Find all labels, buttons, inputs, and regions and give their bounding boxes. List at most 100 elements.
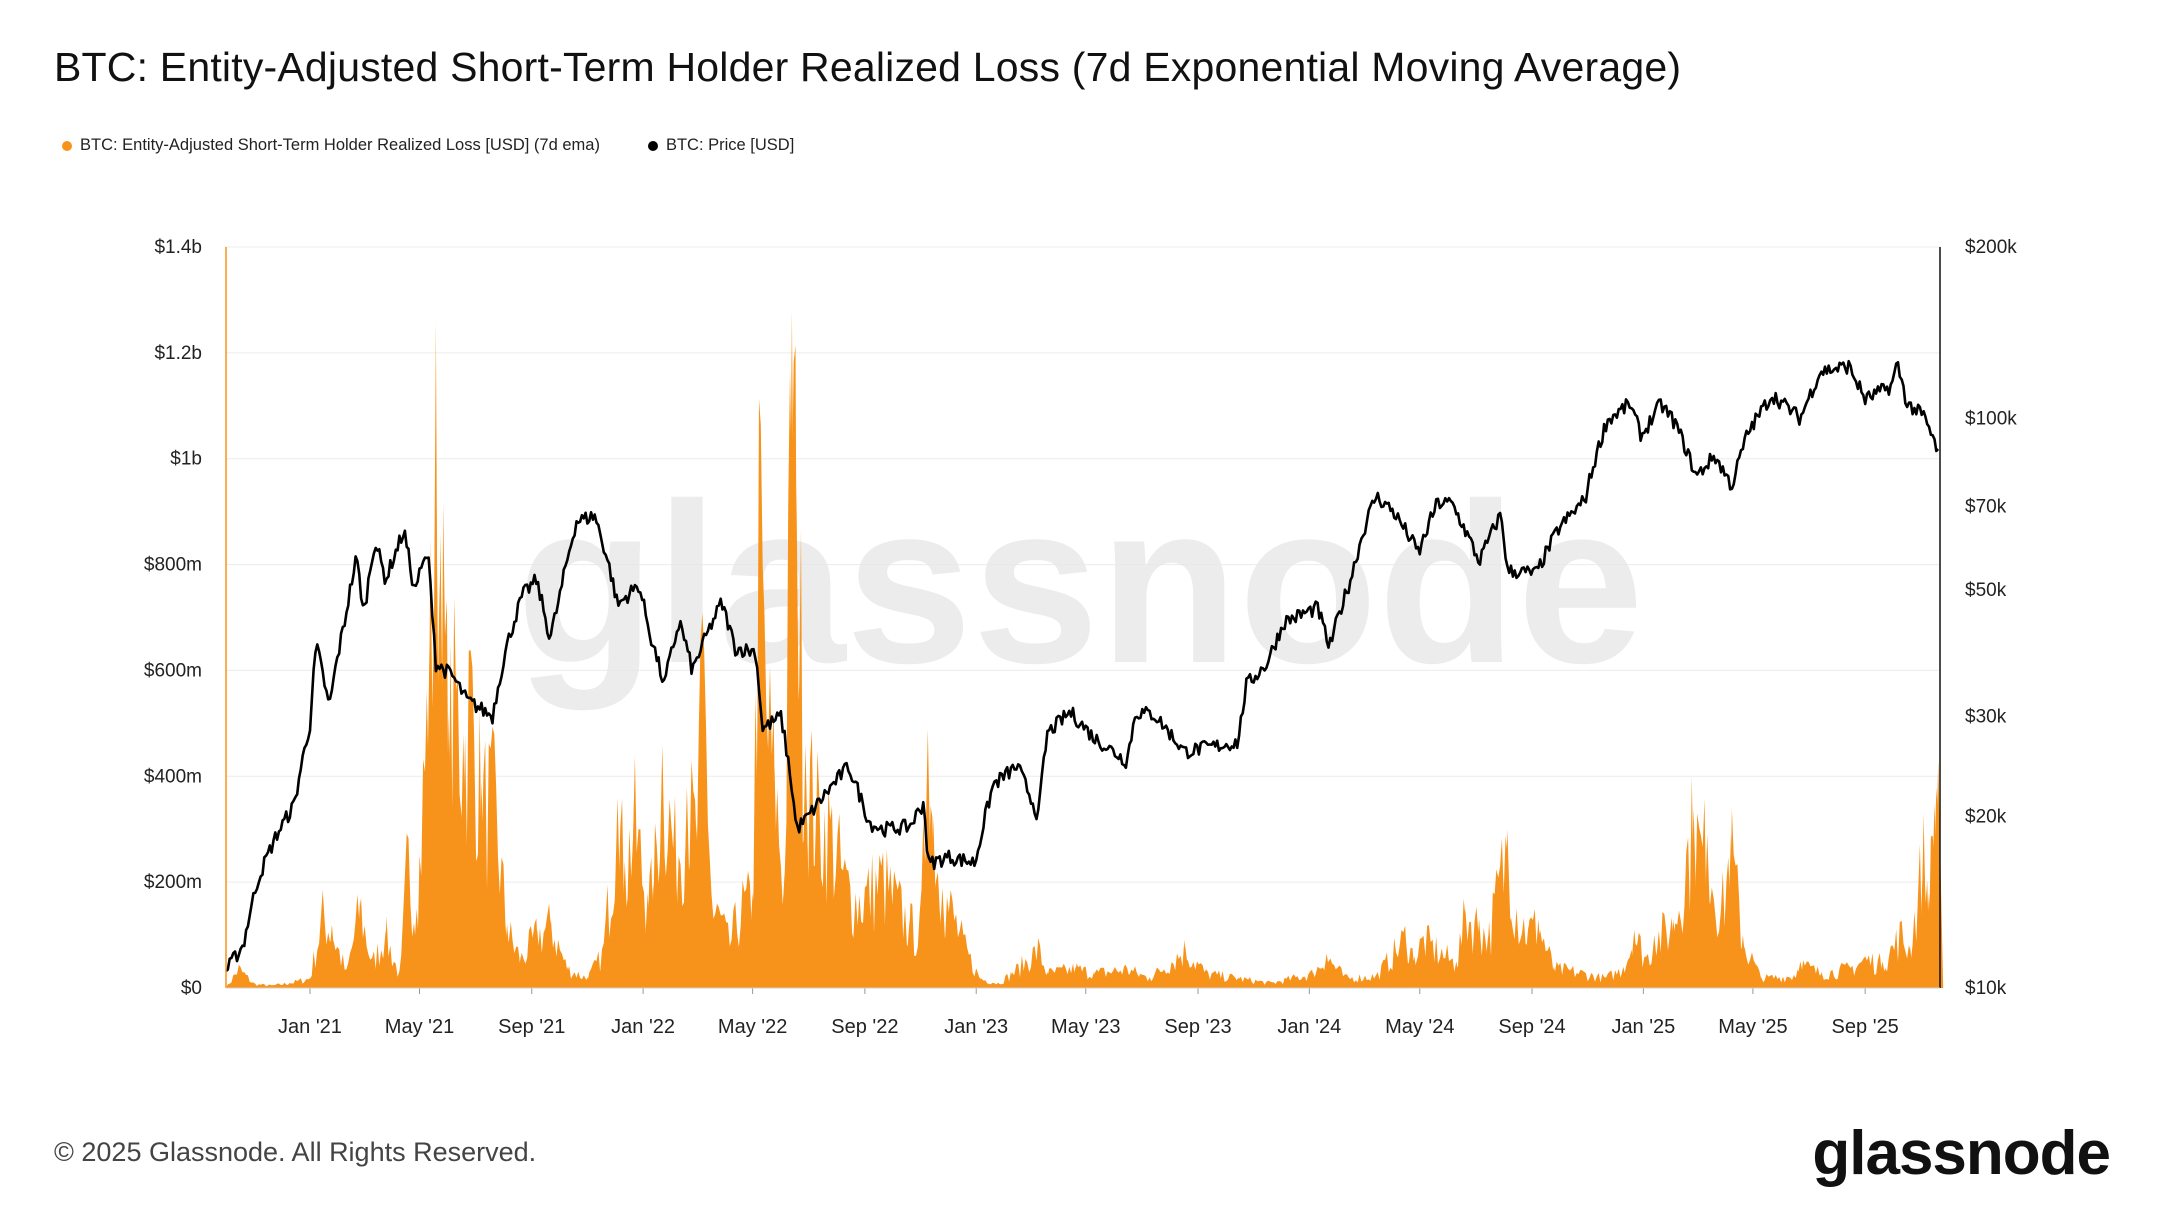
realized-loss-peak — [1716, 903, 1727, 988]
realized-loss-peak — [629, 802, 639, 988]
x-tick-label: Sep '21 — [498, 1016, 565, 1038]
y-right-tick-label: $70k — [1965, 497, 2007, 518]
chart-title: BTC: Entity-Adjusted Short-Term Holder R… — [54, 44, 1682, 90]
y-right-tick-label: $100k — [1965, 408, 2017, 429]
realized-loss-peak — [1688, 808, 1699, 988]
y-right-tick-label: $30k — [1965, 706, 2007, 727]
realized-loss-peak — [451, 670, 461, 988]
realized-loss-peak — [266, 985, 277, 988]
realized-loss-peak — [974, 977, 985, 988]
realized-loss-peak — [443, 712, 454, 988]
y-right-tick-label: $10k — [1965, 978, 2007, 999]
realized-loss-peak — [1400, 932, 1411, 988]
tick-labels: $0 $200m $400m $600m $800m $1b $1.2b $1.4b $10k $… — [144, 237, 2017, 1038]
realized-loss-peak — [863, 882, 874, 988]
realized-loss-peak — [1695, 839, 1706, 988]
realized-loss-peak — [1371, 974, 1382, 988]
realized-loss-peak — [657, 744, 668, 988]
x-tick-label: May '24 — [1385, 1016, 1454, 1038]
legend-label-price: BTC: Price [USD] — [665, 136, 795, 154]
realized-loss-peak — [960, 945, 971, 988]
realized-loss-peak — [1642, 956, 1652, 988]
realized-loss-peak — [1548, 966, 1559, 988]
realized-loss-peak — [619, 861, 630, 988]
legend-item-price[interactable]: BTC: Price [USD] — [647, 136, 795, 155]
realized-loss-peak — [458, 733, 469, 988]
realized-loss-peak — [1844, 966, 1855, 988]
x-tick-label: Jan '22 — [611, 1016, 675, 1038]
realized-loss-peak — [1726, 834, 1736, 988]
realized-loss-peak — [1523, 924, 1534, 988]
realized-loss-peak — [811, 797, 822, 988]
realized-loss-peak — [317, 908, 328, 988]
y-left-tick-label: $1.4b — [154, 237, 202, 258]
realized-loss-peak — [737, 898, 748, 988]
realized-loss-peak — [465, 665, 476, 988]
realized-loss-peak — [1033, 945, 1044, 988]
realized-loss-peak — [877, 866, 888, 988]
realized-loss-peak — [1904, 945, 1915, 988]
realized-loss-peak — [1340, 977, 1351, 988]
y-left-tick-label: $200m — [144, 872, 202, 893]
x-tick-label: May '25 — [1718, 1016, 1787, 1038]
y-right-tick-label: $50k — [1965, 580, 2007, 601]
realized-loss-peak — [707, 908, 718, 988]
realized-loss-peak — [1737, 935, 1748, 988]
legend-label-realized-loss: BTC: Entity-Adjusted Short-Term Holder R… — [80, 136, 600, 154]
realized-loss-peak — [1266, 982, 1276, 988]
realized-loss-peak — [723, 940, 734, 988]
realized-loss-peak — [800, 744, 811, 988]
x-tick-label: Sep '24 — [1498, 1016, 1565, 1038]
legend-dot-black — [647, 140, 658, 151]
realized-loss-peak — [1877, 961, 1888, 988]
realized-loss-peak — [648, 882, 659, 988]
realized-loss-peak — [1180, 945, 1191, 988]
realized-loss-peak — [1567, 969, 1578, 988]
realized-loss-peak — [1860, 956, 1871, 988]
realized-loss-peak — [1895, 929, 1906, 988]
realized-loss-peak — [1121, 966, 1132, 988]
realized-loss-peak — [1668, 919, 1679, 988]
realized-loss-peak — [326, 924, 337, 988]
realized-loss-peak — [904, 919, 915, 988]
realized-loss-peak — [1070, 966, 1081, 988]
realized-loss-peak — [915, 929, 926, 988]
y-left-tick-label: $1.2b — [154, 343, 202, 364]
realized-loss-peak — [1618, 966, 1629, 988]
x-tick-label: Sep '23 — [1164, 1016, 1231, 1038]
realized-loss-peak — [1649, 935, 1660, 988]
realized-loss-peak — [791, 485, 802, 988]
realized-loss-peak — [305, 977, 315, 988]
realized-loss-peak — [1233, 977, 1244, 988]
realized-loss-peak — [284, 982, 295, 988]
realized-loss-peak — [681, 786, 692, 988]
realized-loss-peak — [670, 839, 680, 988]
realized-loss-peak — [1533, 919, 1544, 988]
glassnode-logo: glassnode — [1812, 1119, 2111, 1188]
x-tick-label: May '23 — [1051, 1016, 1120, 1038]
realized-loss-peak — [713, 908, 724, 988]
realized-loss-peak — [545, 919, 556, 988]
realized-loss-peak — [1702, 834, 1713, 988]
realized-loss-peak — [760, 670, 771, 988]
legend: BTC: Entity-Adjusted Short-Term Holder R… — [62, 136, 794, 155]
realized-loss-peak — [597, 951, 608, 988]
realized-loss-peak — [1502, 829, 1513, 988]
legend-item-realized-loss[interactable]: BTC: Entity-Adjusted Short-Term Holder R… — [62, 136, 600, 155]
realized-loss-peak — [1089, 972, 1099, 988]
realized-loss-peak — [1460, 908, 1471, 988]
realized-loss-peak — [993, 982, 1004, 988]
realized-loss-peak — [890, 892, 901, 988]
realized-loss-peak — [1451, 961, 1462, 988]
realized-loss-peak — [1409, 956, 1420, 988]
realized-loss-peak — [562, 966, 573, 988]
realized-loss-peak — [1007, 972, 1018, 988]
realized-loss-peak — [1474, 919, 1485, 988]
realized-loss-peak — [946, 903, 957, 988]
realized-loss-peak — [355, 898, 366, 988]
realized-loss-peak — [1321, 953, 1332, 988]
realized-loss-peak — [769, 765, 780, 988]
realized-loss-peak — [515, 956, 526, 988]
realized-loss-peak — [1201, 972, 1212, 988]
